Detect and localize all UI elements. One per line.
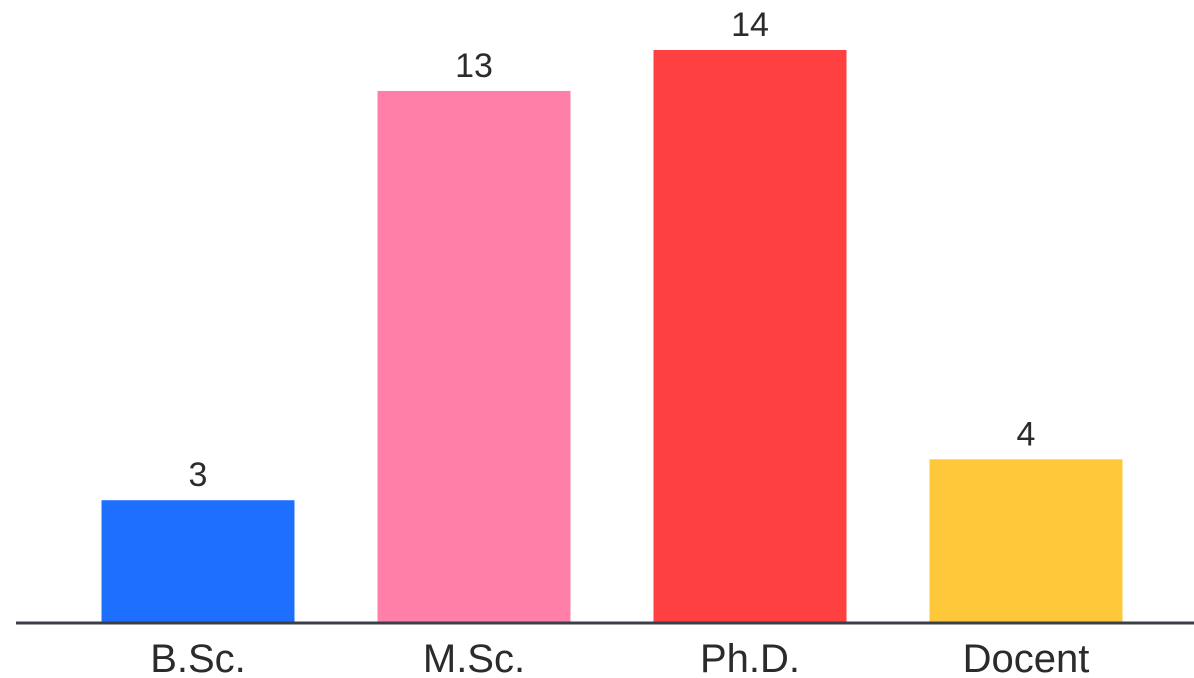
value-labels-group: 3 13 14 4	[189, 6, 1036, 494]
value-label-docent: 4	[1017, 415, 1036, 453]
bar-ph-d	[653, 50, 847, 623]
value-label-b-sc: 3	[189, 456, 208, 494]
bar-m-sc	[377, 90, 571, 623]
value-label-m-sc: 13	[455, 47, 493, 85]
tick-label-ph-d: Ph.D.	[700, 637, 800, 678]
bar-b-sc	[101, 500, 295, 623]
bars-group	[101, 50, 1123, 623]
tick-label-docent: Docent	[963, 637, 1090, 678]
tick-label-m-sc: M.Sc.	[423, 637, 525, 678]
bar-docent	[929, 459, 1123, 623]
tick-label-b-sc: B.Sc.	[150, 637, 246, 678]
value-label-ph-d: 14	[731, 6, 769, 44]
x-tick-labels-group: B.Sc. M.Sc. Ph.D. Docent	[150, 637, 1089, 678]
